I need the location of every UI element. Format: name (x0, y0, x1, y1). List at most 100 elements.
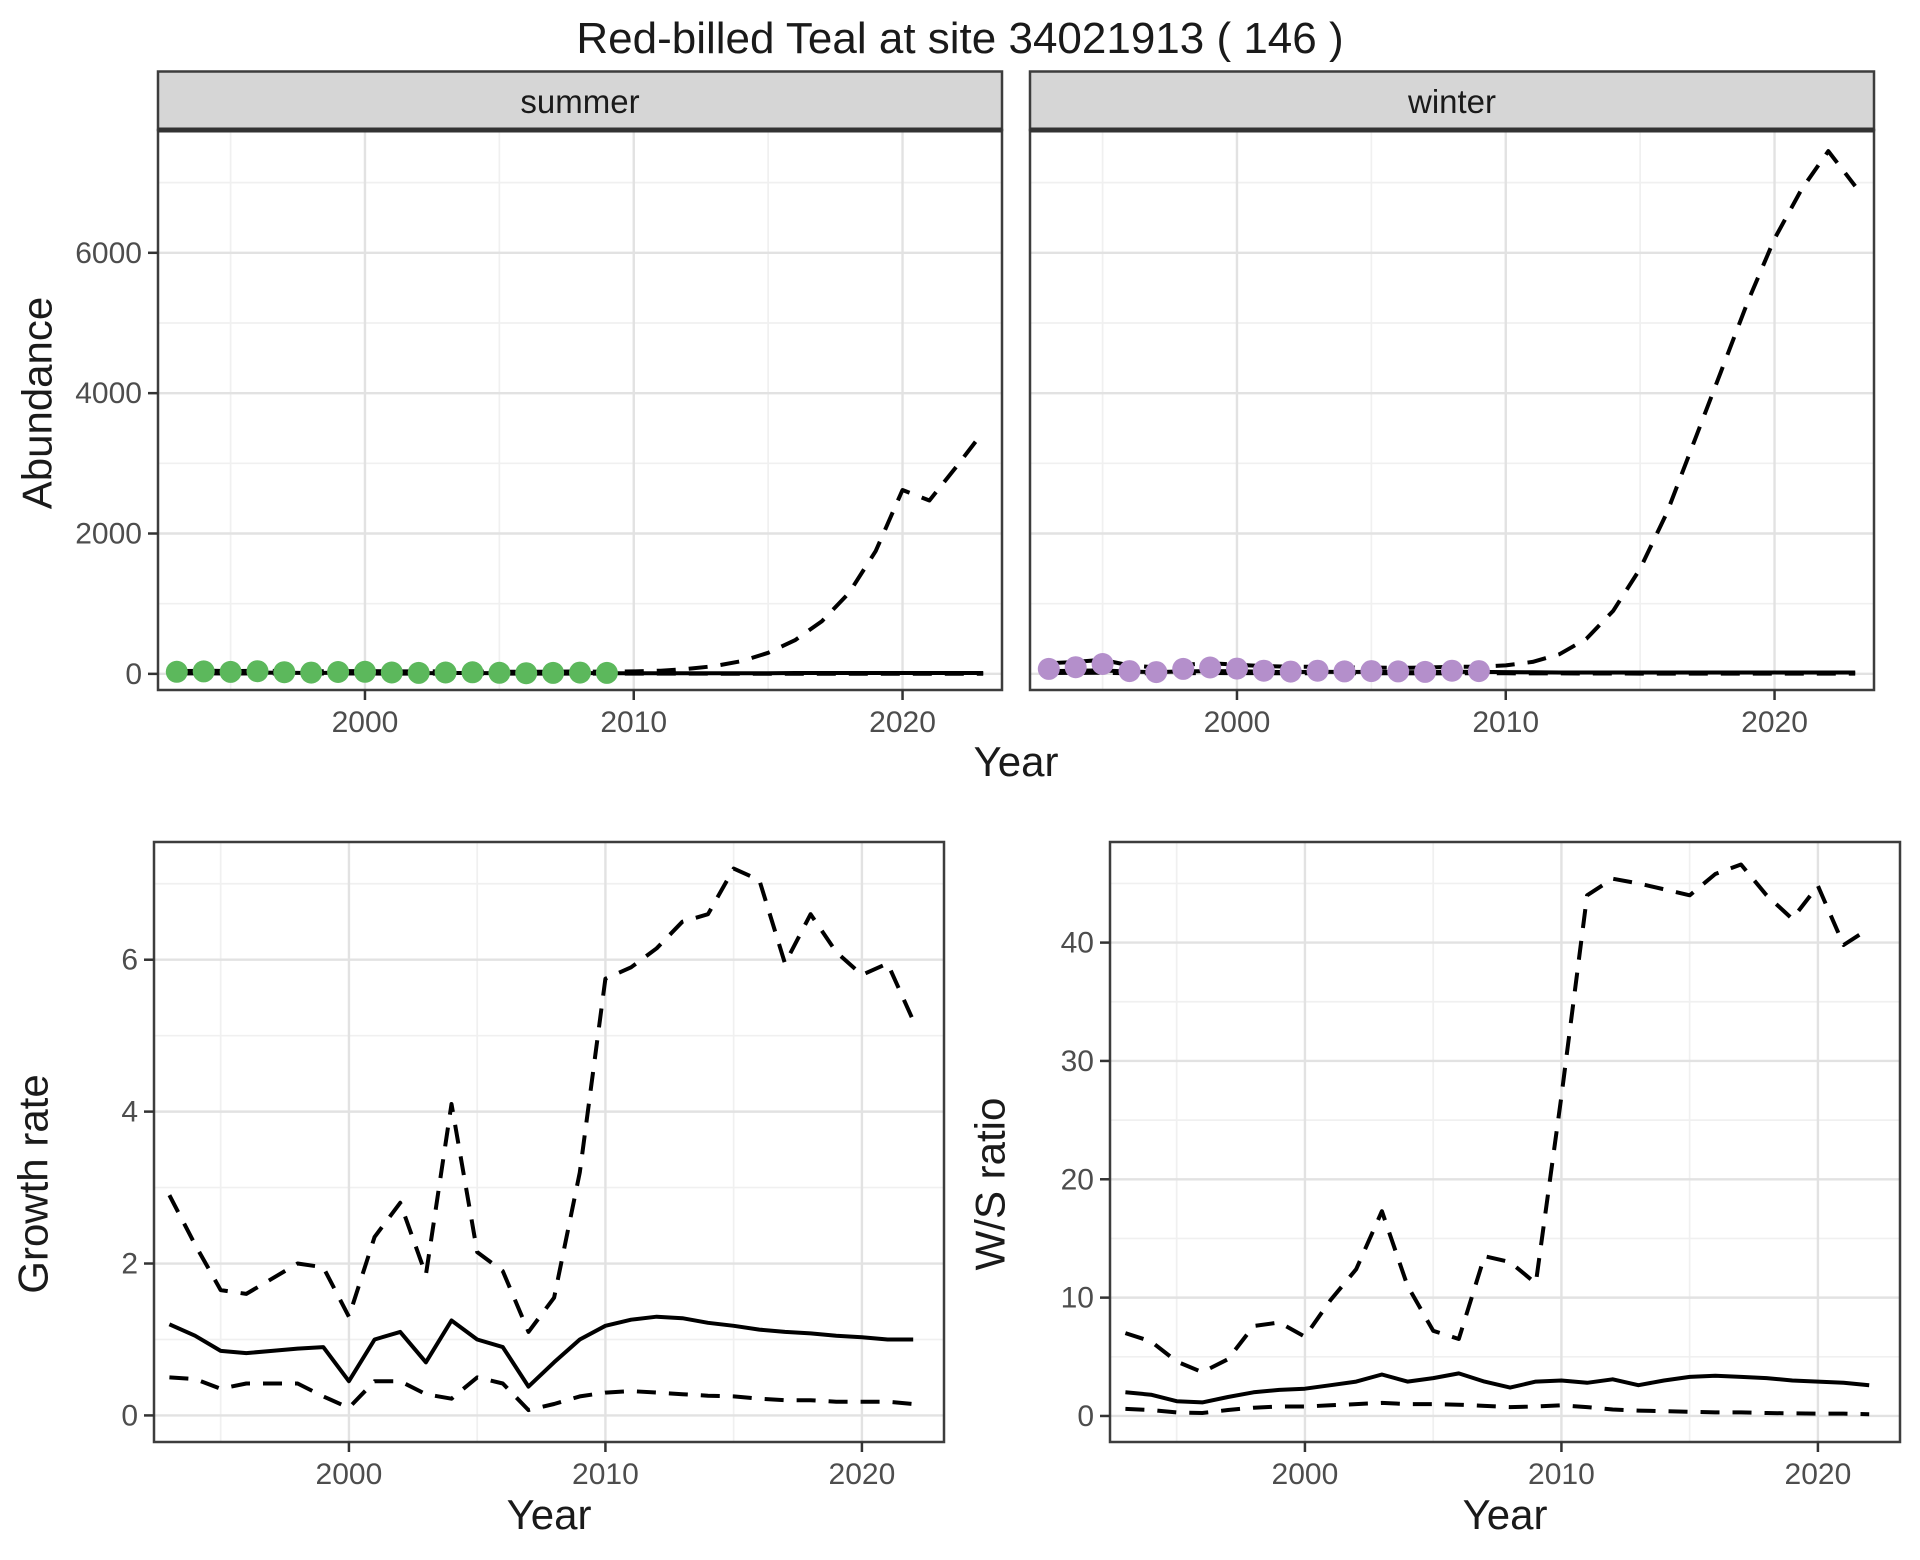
x-tick-label: 2000 (1204, 706, 1271, 736)
abundance-x-axis-title: Year (973, 738, 1059, 785)
data-point (273, 661, 296, 684)
data-point (354, 660, 376, 683)
y-tick-label: 30 (1061, 1045, 1094, 1078)
data-point (1172, 657, 1195, 680)
abundance-axis-title-text: Abundance (13, 296, 60, 510)
panel-border (152, 840, 946, 1444)
data-point (1441, 659, 1463, 682)
data-point (515, 662, 538, 685)
axis-ticks (1235, 690, 1776, 700)
y-tick-label: 0 (121, 1399, 138, 1432)
x-tick-labels: 2000 2010 2020 (332, 706, 936, 736)
x-tick-label: 2020 (1741, 706, 1808, 736)
data-point (1037, 657, 1060, 680)
y-tick-label: 2000 (75, 518, 142, 551)
y-tick-label: 2 (121, 1248, 138, 1281)
data-point (219, 660, 242, 683)
abundance-axis-title: Abundance (10, 70, 64, 736)
growth-axis-title: Growth rate (6, 828, 62, 1540)
y-tick-label: 6000 (75, 237, 142, 270)
y-tick-label: 0 (1077, 1400, 1094, 1433)
data-point (1091, 653, 1114, 675)
data-point (407, 661, 430, 684)
y-tick-label: 6 (121, 944, 138, 977)
axis-ticks (1100, 941, 1820, 1452)
series-lower_ci (1125, 1400, 1870, 1417)
panel-background (154, 842, 944, 1442)
data-point (542, 661, 565, 684)
data-point (1387, 660, 1410, 683)
ws-axis-title: W/S ratio (962, 828, 1018, 1540)
grid-minor (1030, 130, 1874, 690)
ws-ratio-subchart: W/S ratio 2000 2010 2020 0 10 20 30 40 Year (962, 828, 1918, 1540)
facet-strip (156, 70, 1004, 132)
y-tick-label: 40 (1061, 927, 1094, 960)
y-tick-label: 10 (1061, 1282, 1094, 1315)
facet-strip (1028, 70, 1876, 132)
bottom-charts-row: Growth rate 2000 2010 2020 0 2 4 6 Year W/S ra… (0, 828, 1920, 1540)
ws-axis-title-text: W/S ratio (966, 1097, 1014, 1271)
data-point (1414, 660, 1437, 683)
y-tick-label: 4000 (75, 377, 142, 410)
x-tick-label: 2010 (1528, 1458, 1595, 1490)
data-point (165, 660, 188, 683)
observed-points (1037, 653, 1490, 684)
data-point (1360, 660, 1383, 683)
growth-chart-column: 2000 2010 2020 0 2 4 6 Year (62, 828, 962, 1540)
x-tick-labels: 2000 2010 2020 (1272, 1458, 1852, 1490)
panel-background (158, 130, 1002, 690)
y-tick-label: 20 (1061, 1163, 1094, 1196)
data-point (1199, 656, 1222, 679)
data-point (461, 661, 484, 684)
y-tick-label: 4 (121, 1096, 138, 1129)
panel-border (1108, 840, 1902, 1444)
data-point (1118, 660, 1141, 683)
data-point (488, 661, 511, 684)
data-point (1226, 657, 1248, 680)
x-tick-label: 2010 (1472, 706, 1539, 736)
growth-rate-subchart: Growth rate 2000 2010 2020 0 2 4 6 Year (6, 828, 962, 1540)
grid-minor (154, 842, 944, 1442)
grid-minor (158, 130, 1002, 690)
x-tick-label: 2000 (1272, 1458, 1339, 1490)
x-tick-label: 2020 (1785, 1458, 1852, 1490)
y-tick-labels: 0 2000 4000 6000 (75, 237, 142, 691)
panel-background (1030, 130, 1874, 690)
observed-points (165, 660, 618, 685)
series-median (1125, 1371, 1870, 1405)
grid-major (154, 842, 944, 1442)
growth-x-axis-title: Year (506, 1491, 592, 1538)
facet-strip-label: summer (520, 83, 639, 120)
data-point (1145, 661, 1168, 684)
data-point (246, 660, 269, 683)
ws-chart-column: 2000 2010 2020 0 10 20 30 40 Year (1018, 828, 1918, 1540)
data-point (1252, 659, 1275, 682)
panel-background (1110, 842, 1900, 1442)
x-tick-labels: 2000 2010 2020 (316, 1458, 896, 1490)
facet-strip-label: winter (1407, 83, 1496, 120)
y-tick-label: 0 (125, 658, 142, 691)
ws-ratio-chart: 2000 2010 2020 0 10 20 30 40 (1061, 840, 1902, 1490)
data-point (192, 660, 215, 683)
data-point (1306, 659, 1329, 682)
data-point (569, 661, 591, 684)
growth-axis-title-text: Growth rate (10, 1074, 58, 1294)
data-point (300, 661, 323, 684)
x-tick-labels: 2000 2010 2020 (1204, 706, 1808, 736)
data-point (327, 661, 350, 683)
x-tick-label: 2020 (869, 706, 936, 736)
data-point (1279, 660, 1302, 683)
data-point (595, 661, 618, 684)
axis-ticks (144, 958, 864, 1452)
grid-major (1110, 842, 1900, 1442)
data-point (380, 661, 403, 684)
abundance-summer-chart: 2000 2010 2020 0 2000 4000 6000 summer (75, 70, 1004, 736)
axis-ticks (148, 251, 904, 700)
data-point (1333, 660, 1356, 683)
series-upper_ci (1124, 862, 1871, 1375)
abundance-facet-row: Abundance 2000 2010 2020 0 2000 4000 6000 summe… (0, 70, 1920, 736)
data-point (1064, 656, 1087, 679)
data-point (1467, 660, 1490, 683)
y-tick-labels: 0 10 20 30 40 (1061, 927, 1094, 1433)
